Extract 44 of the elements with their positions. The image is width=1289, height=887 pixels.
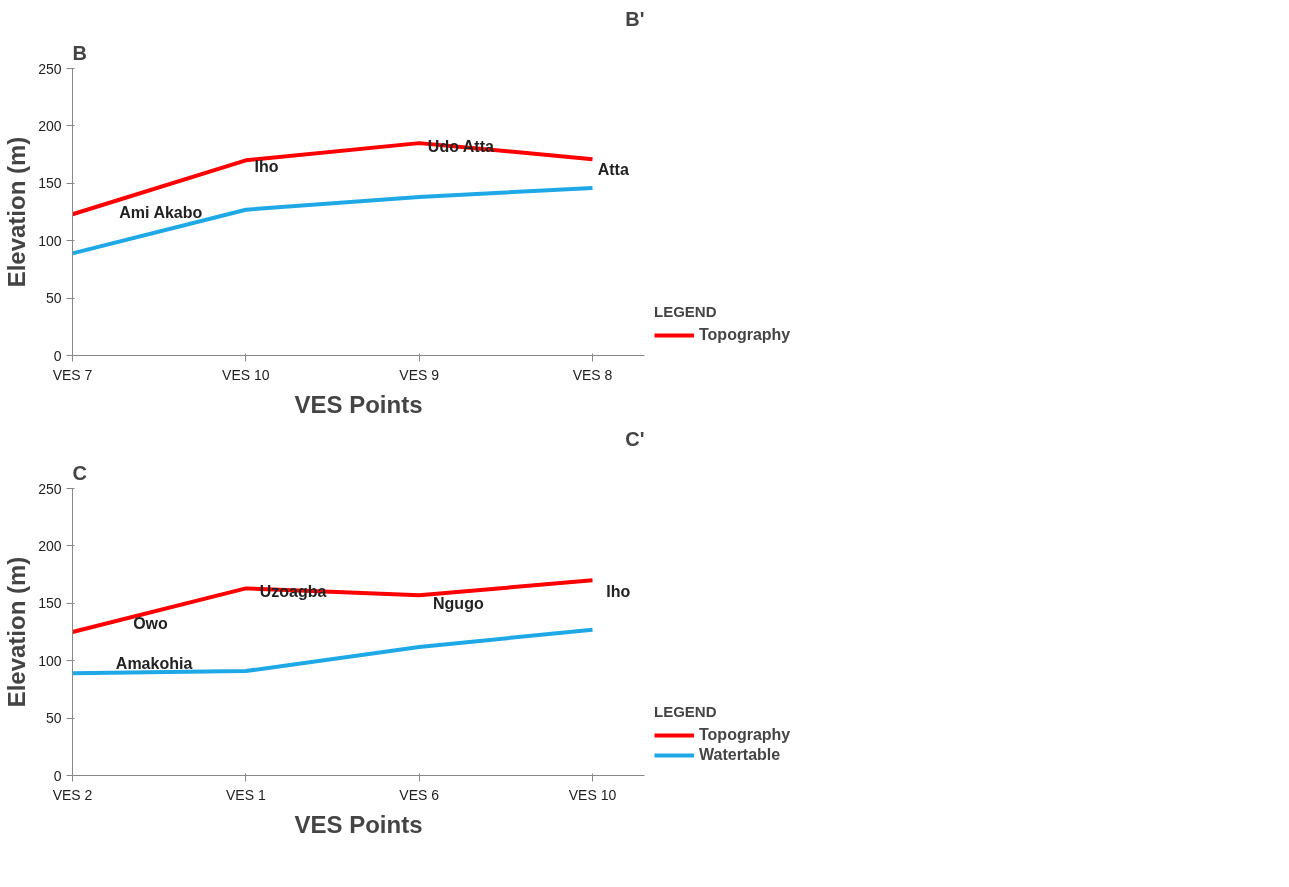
y-tick-label: 200	[38, 537, 62, 554]
text: C	[72, 461, 87, 484]
x-tick-label: VES 10	[568, 786, 617, 803]
annotation: Iho	[606, 583, 631, 601]
y-tick-label: 200	[38, 117, 62, 134]
x-tick-label: VES 6	[399, 786, 440, 803]
line-series	[72, 141, 595, 217]
x-tick-label: VES 8	[572, 366, 613, 383]
x-tick-label: VES 1	[225, 786, 266, 803]
annotation: Ami Akabo	[119, 203, 203, 221]
y-tick-label: 0	[53, 767, 62, 784]
legend-label: Watertable	[699, 746, 781, 764]
y-axis-title: Elevation (m)	[3, 556, 31, 708]
y-tick-label: 250	[38, 60, 62, 77]
y-tick-label: 250	[38, 480, 62, 497]
annotation: Atta	[597, 160, 629, 178]
line-series	[72, 578, 595, 634]
x-tick-label: VES 2	[52, 786, 93, 803]
y-tick-label: 50	[45, 290, 62, 307]
line-series	[72, 627, 595, 676]
y-tick-label: 0	[53, 347, 62, 364]
annotation: Owo	[133, 615, 169, 632]
y-tick-label: 100	[38, 232, 62, 249]
y-tick-label: 150	[38, 595, 62, 612]
text: B	[72, 41, 87, 64]
text: B'	[625, 7, 645, 30]
legend-title: LEGEND	[654, 303, 718, 320]
x-axis-title: VES Points	[294, 390, 423, 418]
x-tick-label: VES 9	[399, 366, 440, 383]
annotation: Amakohia	[115, 655, 193, 673]
legend-title: LEGEND	[654, 703, 718, 720]
line-series	[72, 185, 595, 256]
y-tick-label: 150	[38, 175, 62, 192]
x-tick-label: VES 7	[52, 366, 93, 383]
y-axis-title: Elevation (m)	[3, 136, 31, 288]
legend-label: Topography	[699, 326, 791, 344]
annotation: Ngugo	[433, 594, 484, 612]
y-tick-label: 50	[45, 710, 62, 727]
legend-label: Topography	[699, 726, 791, 744]
x-axis-title: VES Points	[294, 810, 423, 838]
y-tick-label: 100	[38, 652, 62, 669]
text: C'	[625, 427, 645, 450]
annotation: Iho	[254, 157, 279, 175]
x-tick-label: VES 10	[222, 366, 270, 383]
